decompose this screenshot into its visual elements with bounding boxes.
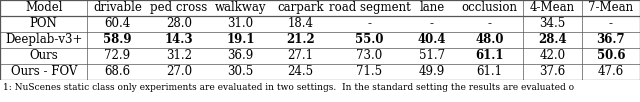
Text: 61.1: 61.1 — [475, 49, 504, 62]
Text: lane: lane — [419, 1, 445, 14]
Text: 51.7: 51.7 — [419, 49, 445, 62]
Text: Ours - FOV: Ours - FOV — [10, 65, 77, 78]
Text: ped cross: ped cross — [150, 1, 207, 14]
Text: 55.0: 55.0 — [355, 33, 384, 46]
Text: -: - — [367, 17, 371, 30]
Text: 31.0: 31.0 — [227, 17, 253, 30]
Text: 28.4: 28.4 — [538, 33, 567, 46]
Text: -: - — [609, 17, 613, 30]
Text: 1: NuScenes static class only experiments are evaluated in two settings.  In the: 1: NuScenes static class only experiment… — [3, 83, 574, 92]
Text: 36.9: 36.9 — [227, 49, 253, 62]
Text: 73.0: 73.0 — [356, 49, 383, 62]
Text: road segment: road segment — [329, 1, 410, 14]
Text: 27.1: 27.1 — [287, 49, 314, 62]
Text: 42.0: 42.0 — [540, 49, 566, 62]
Text: walkway: walkway — [215, 1, 266, 14]
Text: 48.0: 48.0 — [475, 33, 504, 46]
Text: Ours: Ours — [29, 49, 58, 62]
Text: 19.1: 19.1 — [227, 33, 255, 46]
Text: -: - — [430, 17, 434, 30]
Text: 18.4: 18.4 — [287, 17, 314, 30]
Text: 68.6: 68.6 — [104, 65, 131, 78]
Text: 27.0: 27.0 — [166, 65, 192, 78]
Text: 36.7: 36.7 — [596, 33, 625, 46]
Text: 21.2: 21.2 — [286, 33, 315, 46]
Text: 60.4: 60.4 — [104, 17, 131, 30]
Text: 40.4: 40.4 — [418, 33, 446, 46]
Text: 50.6: 50.6 — [596, 49, 625, 62]
Text: Model: Model — [25, 1, 63, 14]
Text: 61.1: 61.1 — [476, 65, 502, 78]
Text: occlusion: occlusion — [461, 1, 517, 14]
Text: 28.0: 28.0 — [166, 17, 192, 30]
Text: Deeplab-v3+: Deeplab-v3+ — [5, 33, 83, 46]
Text: 34.5: 34.5 — [540, 17, 566, 30]
Text: 7-Mean: 7-Mean — [588, 1, 634, 14]
Text: 71.5: 71.5 — [356, 65, 383, 78]
Text: -: - — [488, 17, 492, 30]
Text: 4-Mean: 4-Mean — [530, 1, 575, 14]
Text: drivable: drivable — [93, 1, 142, 14]
Text: 30.5: 30.5 — [227, 65, 253, 78]
Text: 58.9: 58.9 — [103, 33, 132, 46]
Text: 37.6: 37.6 — [540, 65, 566, 78]
Text: 72.9: 72.9 — [104, 49, 131, 62]
Text: 47.6: 47.6 — [598, 65, 624, 78]
Text: carpark: carpark — [277, 1, 324, 14]
Text: 14.3: 14.3 — [164, 33, 193, 46]
Text: PON: PON — [30, 17, 58, 30]
Text: 49.9: 49.9 — [419, 65, 445, 78]
Text: 31.2: 31.2 — [166, 49, 192, 62]
Text: 24.5: 24.5 — [287, 65, 314, 78]
